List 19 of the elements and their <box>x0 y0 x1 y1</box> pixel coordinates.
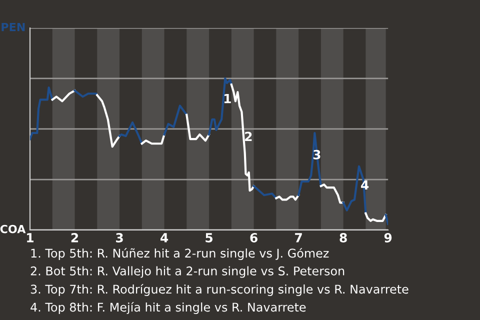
annotation: 3 <box>313 150 320 160</box>
text: 3. Top 7th: R. Rodríguez hit a run-scoring single vs R. Navarrete <box>30 284 408 296</box>
x-tick-label: 8 <box>340 233 347 242</box>
text: 2. Bot 5th: R. Vallejo hit a 2-run single vs S. Peterson <box>30 266 344 278</box>
ref-line-label: COA <box>0 224 26 234</box>
x-tick-label: 2 <box>71 233 78 242</box>
text: 4. Top 8th: F. Mejía hit a single vs R. Navarrete <box>30 302 306 314</box>
x-tick-label: 5 <box>206 233 213 242</box>
x-tick-label: 6 <box>250 233 258 242</box>
x-tick-label: 9 <box>384 233 392 242</box>
annotation: 4 <box>361 180 369 190</box>
ref-line-label: PEN <box>2 22 25 32</box>
x-tick-label: 4 <box>160 233 168 242</box>
x-tick-label: 1 <box>27 233 34 242</box>
x-tick-label: 3 <box>116 233 123 242</box>
annotation: 1 <box>224 94 231 104</box>
x-tick-label: 7 <box>295 233 302 242</box>
text: 1. Top 5th: R. Núñez hit a 2-run single vs J. Gómez <box>31 248 329 260</box>
annotation: 2 <box>245 132 252 142</box>
